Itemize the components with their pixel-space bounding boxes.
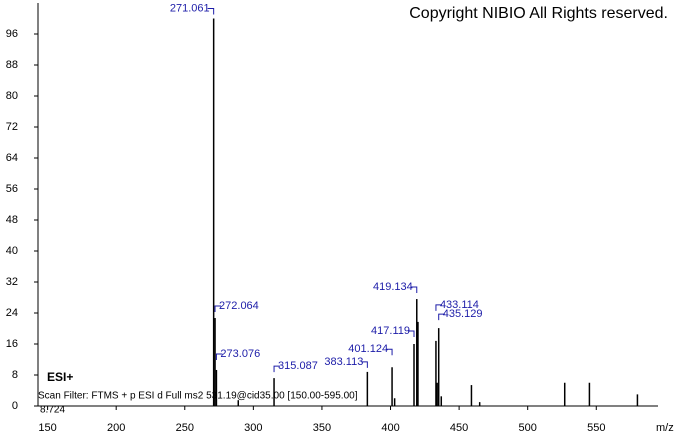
label-bracket (410, 286, 418, 294)
peak-label: 271.061 (170, 2, 210, 14)
label-bracket (438, 313, 445, 321)
ionization-label: ESI+ (47, 370, 73, 384)
y-tick-label: 0 (12, 400, 18, 412)
label-bracket (361, 361, 368, 368)
x-tick-label: 450 (450, 422, 468, 434)
y-tick-label: 88 (6, 59, 18, 71)
y-tick-label: 40 (6, 245, 18, 257)
peak-label: 419.134 (373, 281, 413, 293)
label-bracket (207, 8, 215, 15)
y-tick-label: 16 (6, 338, 18, 350)
x-tick-label: 400 (381, 422, 399, 434)
x-axis-label: m/z (656, 422, 674, 434)
x-tick-label: 300 (244, 422, 262, 434)
peak-label: 272.064 (219, 300, 259, 312)
peak-label: 435.129 (443, 308, 483, 320)
label-bracket (408, 330, 415, 337)
peak-label: 273.076 (220, 348, 260, 360)
retention-time: 8.724 (40, 405, 65, 416)
x-tick-label: 350 (313, 422, 331, 434)
x-tick-label: 150 (38, 422, 56, 434)
label-bracket (215, 353, 223, 360)
y-tick-label: 96 (6, 28, 18, 40)
peak-label: 383.113 (324, 356, 363, 368)
y-tick-label: 72 (6, 121, 18, 133)
y-tick-label: 80 (6, 90, 18, 102)
chart-title: Copyright NIBIO All Rights reserved. (409, 5, 668, 22)
label-bracket (214, 305, 222, 313)
peak-label: 433.114 (440, 299, 479, 311)
x-tick-label: 550 (587, 422, 605, 434)
label-bracket (273, 365, 281, 373)
label-bracket (435, 304, 442, 311)
x-tick-label: 500 (519, 422, 537, 434)
y-tick-label: 56 (6, 183, 18, 195)
x-tick-label: 200 (107, 422, 125, 434)
x-tick-label: 250 (176, 422, 194, 434)
peak-label: 315.087 (278, 360, 318, 372)
y-tick-label: 48 (6, 214, 18, 226)
peak-label: 401.124 (348, 343, 388, 355)
scan-filter: Scan Filter: FTMS + p ESI d Full ms2 531… (38, 391, 358, 402)
y-tick-label: 24 (6, 307, 18, 319)
peak-label: 417.119 (371, 325, 410, 337)
label-bracket (386, 348, 393, 356)
y-tick-label: 32 (6, 276, 18, 288)
y-tick-label: 64 (6, 152, 18, 164)
y-tick-label: 8 (12, 369, 18, 381)
